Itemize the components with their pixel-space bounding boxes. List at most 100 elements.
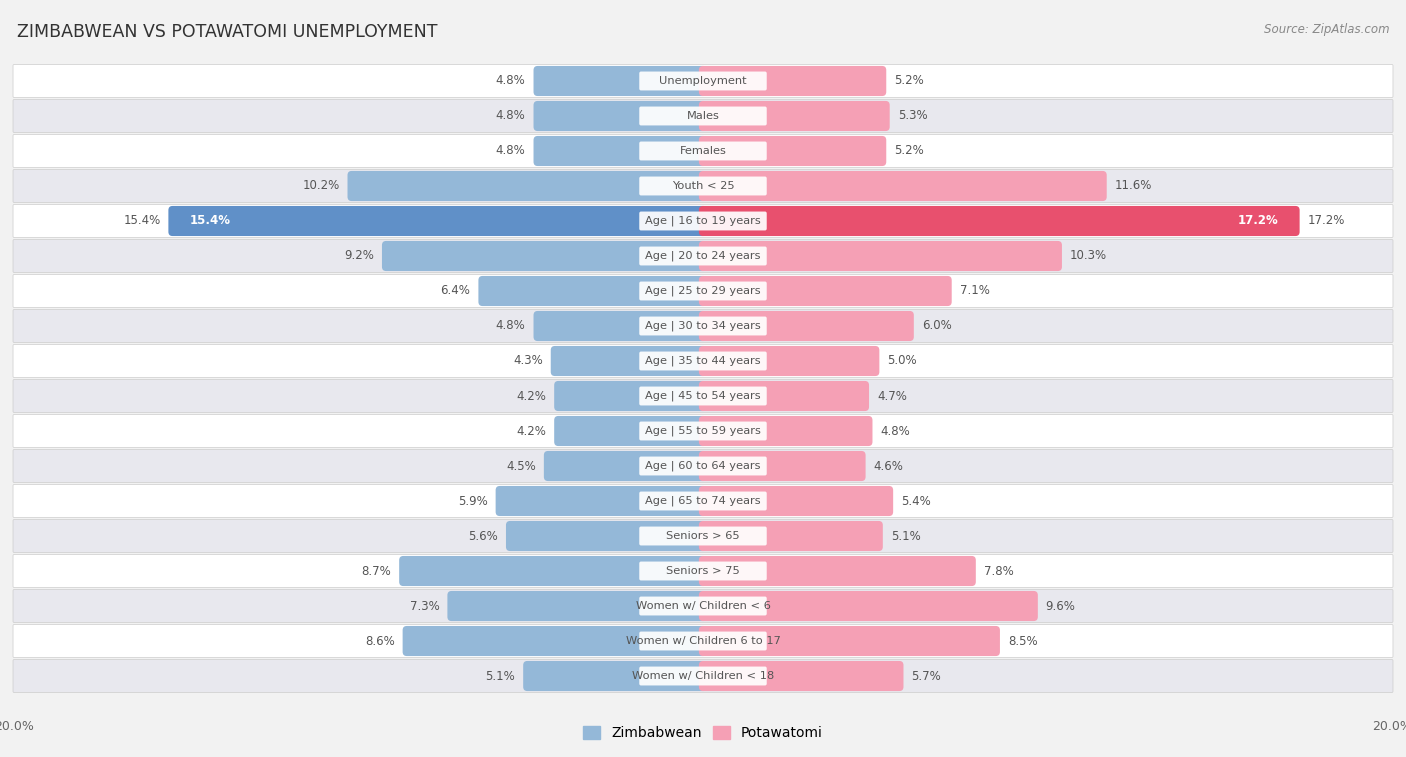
FancyBboxPatch shape [640,247,766,266]
Text: 4.6%: 4.6% [873,459,904,472]
Text: 6.0%: 6.0% [922,319,952,332]
FancyBboxPatch shape [13,275,1393,307]
Text: 5.6%: 5.6% [468,529,498,543]
FancyBboxPatch shape [533,66,707,96]
FancyBboxPatch shape [13,415,1393,447]
FancyBboxPatch shape [640,142,766,160]
FancyBboxPatch shape [699,486,893,516]
FancyBboxPatch shape [699,136,886,166]
FancyBboxPatch shape [13,590,1393,622]
FancyBboxPatch shape [13,625,1393,658]
FancyBboxPatch shape [13,64,1393,98]
Text: 11.6%: 11.6% [1115,179,1152,192]
FancyBboxPatch shape [169,206,707,236]
Text: 5.0%: 5.0% [887,354,917,367]
Text: Age | 16 to 19 years: Age | 16 to 19 years [645,216,761,226]
Text: 4.8%: 4.8% [496,319,526,332]
Text: Women w/ Children < 6: Women w/ Children < 6 [636,601,770,611]
FancyBboxPatch shape [640,491,766,510]
FancyBboxPatch shape [506,521,707,551]
Text: Source: ZipAtlas.com: Source: ZipAtlas.com [1264,23,1389,36]
FancyBboxPatch shape [347,171,707,201]
Text: 4.2%: 4.2% [516,390,547,403]
Text: 5.1%: 5.1% [485,669,515,683]
Text: 6.4%: 6.4% [440,285,471,298]
FancyBboxPatch shape [699,241,1062,271]
Text: 4.5%: 4.5% [506,459,536,472]
FancyBboxPatch shape [699,101,890,131]
FancyBboxPatch shape [13,310,1393,342]
Text: 8.5%: 8.5% [1008,634,1038,647]
FancyBboxPatch shape [699,521,883,551]
FancyBboxPatch shape [699,661,904,691]
Text: 5.1%: 5.1% [891,529,921,543]
FancyBboxPatch shape [13,344,1393,378]
FancyBboxPatch shape [13,484,1393,518]
FancyBboxPatch shape [640,107,766,126]
Text: Age | 20 to 24 years: Age | 20 to 24 years [645,251,761,261]
FancyBboxPatch shape [640,667,766,685]
Text: 8.7%: 8.7% [361,565,391,578]
FancyBboxPatch shape [699,591,1038,621]
Text: Youth < 25: Youth < 25 [672,181,734,191]
FancyBboxPatch shape [13,204,1393,238]
FancyBboxPatch shape [554,416,707,446]
FancyBboxPatch shape [13,450,1393,482]
FancyBboxPatch shape [699,171,1107,201]
FancyBboxPatch shape [640,456,766,475]
FancyBboxPatch shape [640,422,766,441]
Text: 15.4%: 15.4% [124,214,160,228]
FancyBboxPatch shape [13,239,1393,273]
FancyBboxPatch shape [533,101,707,131]
Text: 9.2%: 9.2% [344,250,374,263]
FancyBboxPatch shape [551,346,707,376]
Text: 4.3%: 4.3% [513,354,543,367]
Text: 4.8%: 4.8% [496,74,526,88]
FancyBboxPatch shape [533,311,707,341]
Text: Females: Females [679,146,727,156]
Text: 5.3%: 5.3% [897,110,927,123]
FancyBboxPatch shape [13,519,1393,553]
Legend: Zimbabwean, Potawatomi: Zimbabwean, Potawatomi [578,721,828,746]
Text: Age | 35 to 44 years: Age | 35 to 44 years [645,356,761,366]
FancyBboxPatch shape [447,591,707,621]
FancyBboxPatch shape [699,556,976,586]
Text: Age | 65 to 74 years: Age | 65 to 74 years [645,496,761,506]
Text: ZIMBABWEAN VS POTAWATOMI UNEMPLOYMENT: ZIMBABWEAN VS POTAWATOMI UNEMPLOYMENT [17,23,437,41]
FancyBboxPatch shape [699,206,1299,236]
Text: 8.6%: 8.6% [366,634,395,647]
Text: 5.7%: 5.7% [911,669,941,683]
FancyBboxPatch shape [640,562,766,581]
FancyBboxPatch shape [699,451,866,481]
Text: Age | 45 to 54 years: Age | 45 to 54 years [645,391,761,401]
Text: 5.9%: 5.9% [458,494,488,507]
FancyBboxPatch shape [399,556,707,586]
Text: 10.3%: 10.3% [1070,250,1107,263]
Text: 7.3%: 7.3% [409,600,440,612]
FancyBboxPatch shape [13,170,1393,202]
Text: Age | 30 to 34 years: Age | 30 to 34 years [645,321,761,332]
FancyBboxPatch shape [382,241,707,271]
FancyBboxPatch shape [544,451,707,481]
FancyBboxPatch shape [640,597,766,615]
Text: 9.6%: 9.6% [1046,600,1076,612]
FancyBboxPatch shape [640,316,766,335]
Text: 7.8%: 7.8% [984,565,1014,578]
Text: Women w/ Children < 18: Women w/ Children < 18 [631,671,775,681]
Text: Age | 60 to 64 years: Age | 60 to 64 years [645,461,761,472]
FancyBboxPatch shape [13,379,1393,413]
FancyBboxPatch shape [13,135,1393,167]
FancyBboxPatch shape [478,276,707,306]
Text: Women w/ Children 6 to 17: Women w/ Children 6 to 17 [626,636,780,646]
FancyBboxPatch shape [533,136,707,166]
FancyBboxPatch shape [699,346,879,376]
FancyBboxPatch shape [496,486,707,516]
Text: 5.2%: 5.2% [894,74,924,88]
FancyBboxPatch shape [640,351,766,370]
Text: 15.4%: 15.4% [190,214,231,228]
FancyBboxPatch shape [554,381,707,411]
Text: 4.8%: 4.8% [880,425,910,438]
Text: 5.4%: 5.4% [901,494,931,507]
Text: Seniors > 65: Seniors > 65 [666,531,740,541]
FancyBboxPatch shape [699,311,914,341]
